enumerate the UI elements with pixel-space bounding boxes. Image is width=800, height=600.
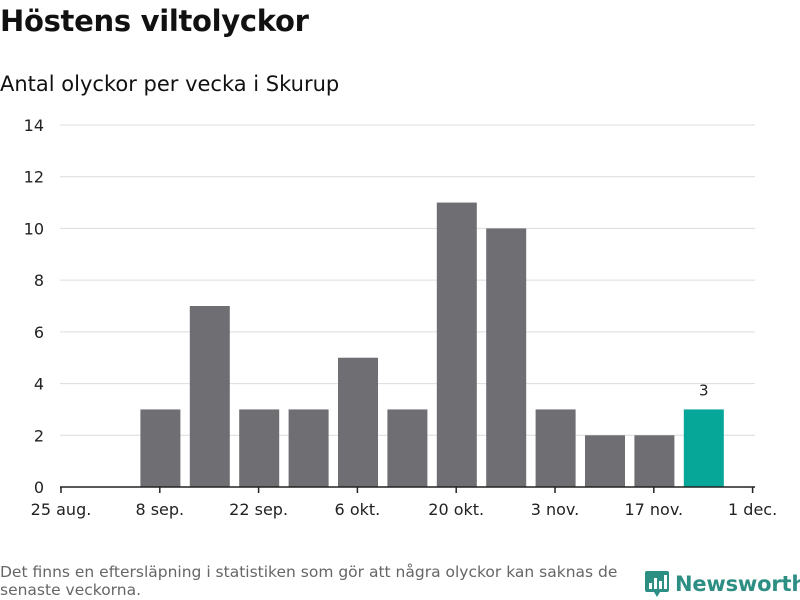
y-tick-label: 2 <box>34 426 44 445</box>
x-tick-label: 1 dec. <box>728 500 777 519</box>
y-tick-label: 12 <box>24 168 44 187</box>
x-tick-label: 3 nov. <box>531 500 580 519</box>
y-tick-label: 0 <box>34 478 44 497</box>
bar <box>288 409 329 487</box>
y-tick-label: 6 <box>34 323 44 342</box>
brand-logo: Newsworthy <box>644 569 800 599</box>
chart-title: Höstens viltolyckor <box>0 4 309 38</box>
bar-chart-logo-icon <box>645 571 669 597</box>
brand-name: Newsworthy <box>675 572 800 596</box>
bar-chart: 0 2 4 6 8 10 12 14 3 25 aug. 8 sep. 22 sep. 6 okt. 20… <box>24 116 778 519</box>
x-tick-label: 17 nov. <box>624 500 683 519</box>
bar <box>486 228 527 487</box>
bar <box>338 357 378 487</box>
bar <box>436 202 477 488</box>
highlight-bar <box>683 409 724 487</box>
bar <box>189 306 230 487</box>
x-tick-label: 8 sep. <box>135 500 184 519</box>
data-label: 3 <box>699 381 709 399</box>
bar <box>634 435 675 487</box>
bar <box>140 409 181 487</box>
bar <box>387 409 428 487</box>
bar <box>239 409 280 487</box>
x-tick-label: 6 okt. <box>335 500 381 519</box>
x-tick-label: 22 sep. <box>229 500 288 519</box>
y-tick-label: 8 <box>34 271 44 290</box>
y-tick-label: 10 <box>24 219 44 238</box>
x-tick-label: 20 okt. <box>428 500 484 519</box>
bar <box>535 409 576 487</box>
x-tick-label: 25 aug. <box>31 500 92 519</box>
y-tick-label: 14 <box>24 116 44 135</box>
y-tick-label: 4 <box>34 375 44 394</box>
bar <box>585 435 625 487</box>
chart-subtitle: Antal olyckor per vecka i Skurup <box>0 72 340 96</box>
footnote: Det finns en eftersläpning i statistiken… <box>0 563 618 599</box>
